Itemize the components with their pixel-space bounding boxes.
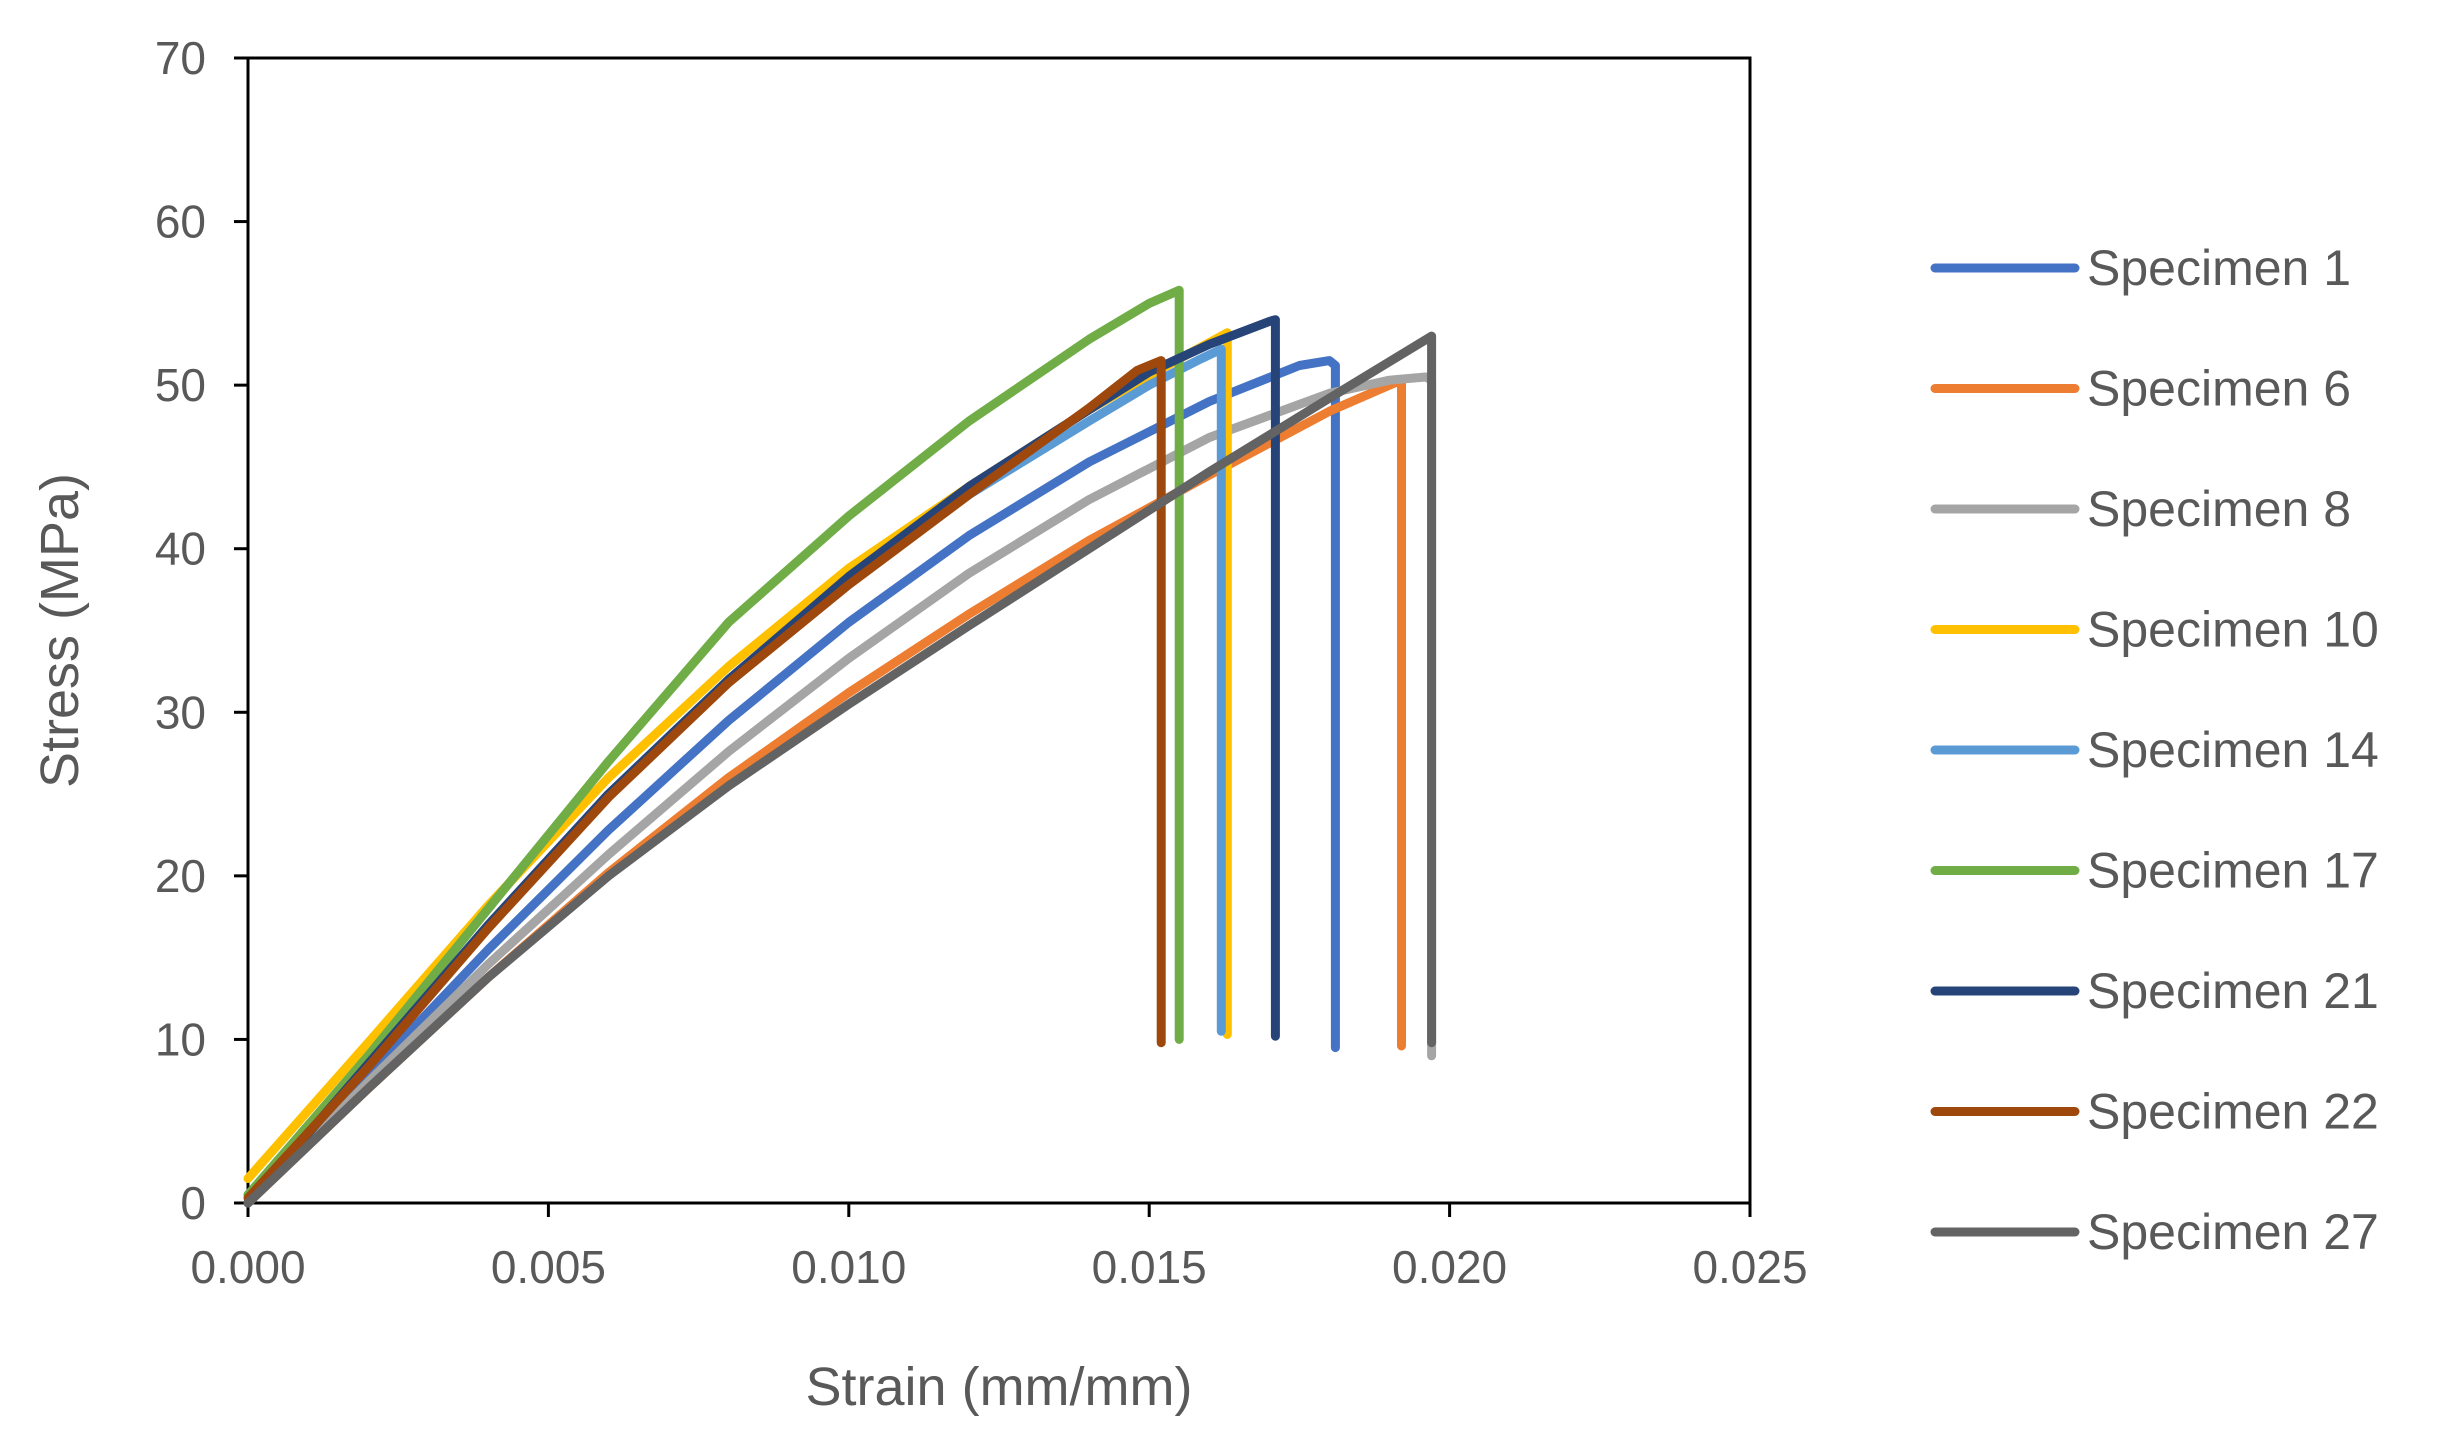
x-tick-label: 0.020 xyxy=(1392,1241,1507,1293)
legend-item-specimen-22: Specimen 22 xyxy=(1930,1084,2379,1140)
legend-label: Specimen 22 xyxy=(2087,1084,2379,1140)
y-axis-title: Stress (MPa) xyxy=(30,473,90,788)
y-tick-label: 0 xyxy=(180,1177,206,1229)
legend-label: Specimen 21 xyxy=(2087,963,2379,1019)
legend-item-specimen-1: Specimen 1 xyxy=(1930,240,2351,296)
x-tick-label: 0.000 xyxy=(190,1241,305,1293)
y-tick-label: 50 xyxy=(155,359,206,411)
x-tick-label: 0.015 xyxy=(1092,1241,1207,1293)
legend-item-specimen-10: Specimen 10 xyxy=(1930,602,2379,658)
legend-label: Specimen 17 xyxy=(2087,843,2379,899)
series-line-specimen-8 xyxy=(243,372,1437,1208)
legend-label: Specimen 14 xyxy=(2087,722,2379,778)
legend: Specimen 1 Specimen 6 Specimen 8 Specimen 1… xyxy=(1930,240,2379,1260)
y-tick-label: 70 xyxy=(155,32,206,84)
legend-item-specimen-27: Specimen 27 xyxy=(1930,1204,2379,1260)
legend-label: Specimen 27 xyxy=(2087,1204,2379,1260)
x-axis-ticks: 0.000 0.005 0.010 0.015 0.020 0.025 xyxy=(190,1203,1808,1293)
legend-item-specimen-8: Specimen 8 xyxy=(1930,481,2351,537)
y-tick-label: 60 xyxy=(155,196,206,248)
legend-item-specimen-14: Specimen 14 xyxy=(1930,722,2379,778)
legend-label: Specimen 6 xyxy=(2087,361,2351,417)
legend-item-specimen-6: Specimen 6 xyxy=(1930,361,2351,417)
series-line-specimen-27 xyxy=(243,331,1437,1208)
legend-label: Specimen 1 xyxy=(2087,240,2351,296)
legend-label: Specimen 8 xyxy=(2087,481,2351,537)
legend-item-specimen-17: Specimen 17 xyxy=(1930,843,2379,899)
series-line-specimen-22 xyxy=(243,356,1166,1203)
x-tick-label: 0.005 xyxy=(491,1241,606,1293)
y-tick-label: 10 xyxy=(155,1013,206,1065)
series-group xyxy=(243,285,1437,1208)
y-axis-ticks: 0 10 20 30 40 50 60 70 xyxy=(155,32,248,1229)
legend-item-specimen-21: Specimen 21 xyxy=(1930,963,2379,1019)
series-line-specimen-17 xyxy=(243,285,1184,1200)
plot-area: 0.000 0.005 0.010 0.015 0.020 0.025 0 10 20 30 40… xyxy=(155,32,1808,1293)
y-tick-label: 40 xyxy=(155,523,206,575)
series-line-specimen-1 xyxy=(243,356,1340,1208)
legend-label: Specimen 10 xyxy=(2087,602,2379,658)
plot-frame xyxy=(246,56,1752,1205)
y-tick-label: 20 xyxy=(155,850,206,902)
x-tick-label: 0.010 xyxy=(791,1241,906,1293)
y-tick-label: 30 xyxy=(155,686,206,738)
x-axis-title: Strain (mm/mm) xyxy=(806,1357,1193,1417)
x-tick-label: 0.025 xyxy=(1692,1241,1807,1293)
